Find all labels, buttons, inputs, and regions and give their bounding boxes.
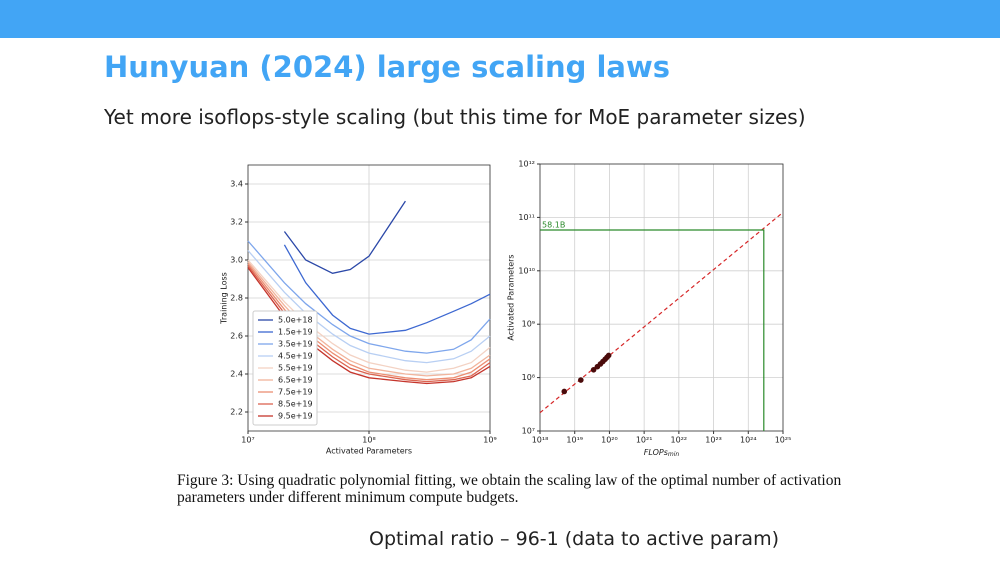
- legend-box: [252, 310, 318, 426]
- y-axis-label: Activated Parameters: [507, 254, 516, 340]
- optimum-guide: [540, 229, 765, 431]
- plot-frame: [539, 163, 784, 432]
- y-tick-label: 2.2: [230, 408, 243, 417]
- series-line: [247, 240, 491, 354]
- figure-caption: Figure 3: Using quadratic polynomial fit…: [177, 472, 842, 506]
- data-point: [578, 377, 584, 383]
- data-point: [590, 366, 597, 373]
- plot-frame: [247, 164, 491, 432]
- y-tick-label: 2.6: [230, 332, 243, 341]
- y-tick-label: 2.4: [230, 370, 243, 379]
- x-tick-label: 10²⁵: [775, 436, 792, 445]
- y-tick-label: 3.0: [230, 256, 243, 265]
- x-tick-label: 10¹⁹: [566, 436, 583, 445]
- x-tick-label: 10²²: [671, 436, 688, 445]
- x-axis-label: Activated Parameters: [326, 447, 412, 456]
- fit-line: [539, 211, 784, 414]
- x-axis-label-subscript: min: [668, 451, 680, 458]
- y-tick-label: 2.8: [230, 294, 243, 303]
- series-line: [283, 244, 491, 335]
- legend-label: 4.5e+19: [278, 352, 313, 361]
- series-line: [247, 250, 491, 364]
- header-banner: [0, 0, 1000, 38]
- y-tick-label: 10⁷: [522, 427, 535, 436]
- x-tick-label: 10⁸: [362, 436, 375, 445]
- x-tick-label: 10⁷: [241, 436, 254, 445]
- x-tick-label: 10⁹: [483, 436, 496, 445]
- x-axis-label-text: FLOPs: [644, 448, 668, 457]
- legend-label: 3.5e+19: [278, 340, 313, 349]
- optimum-label: 58.1B: [542, 220, 565, 229]
- x-tick-label: 10¹⁸: [532, 436, 549, 445]
- x-tick-label: 10²¹: [636, 436, 653, 445]
- y-tick-label: 3.4: [230, 180, 243, 189]
- legend-label: 5.0e+18: [278, 316, 313, 325]
- slide-title: Hunyuan (2024) large scaling laws: [104, 50, 671, 84]
- y-tick-label: 10⁹: [522, 320, 535, 329]
- legend-label: 1.5e+19: [278, 328, 313, 337]
- slide-note: Optimal ratio – 96-1 (data to active par…: [369, 528, 779, 550]
- x-tick-label: 10²⁰: [601, 436, 618, 445]
- y-tick-label: 10¹⁰: [518, 266, 535, 275]
- data-point: [561, 388, 568, 395]
- y-tick-label: 3.2: [230, 218, 243, 227]
- x-tick-label: 10²⁴: [740, 436, 757, 445]
- y-tick-label: 10¹¹: [518, 213, 535, 222]
- legend-label: 5.5e+19: [278, 364, 313, 373]
- y-axis-label: Training Loss: [220, 272, 229, 325]
- legend-label: 9.5e+19: [278, 412, 313, 421]
- legend-label: 7.5e+19: [278, 388, 313, 397]
- legend-label: 8.5e+19: [278, 400, 313, 409]
- series-line: [283, 200, 406, 274]
- x-tick-label: 10²³: [705, 436, 722, 445]
- y-tick-label: 10⁸: [522, 373, 535, 382]
- y-tick-label: 10¹²: [518, 160, 535, 169]
- legend-label: 6.5e+19: [278, 376, 313, 385]
- x-axis-label: FLOPsmin: [644, 448, 680, 458]
- slide-subtitle: Yet more isoflops-style scaling (but thi…: [104, 105, 806, 129]
- data-point: [605, 352, 612, 359]
